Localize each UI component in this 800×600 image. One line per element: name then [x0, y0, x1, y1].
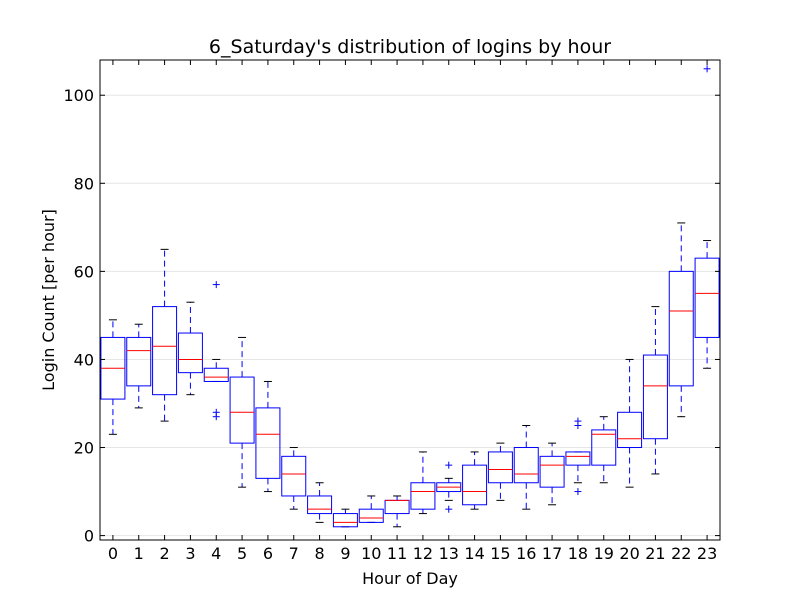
y-tick-label: 20	[74, 439, 94, 458]
outlier-marker	[445, 461, 453, 469]
x-tick-label: 21	[645, 544, 665, 563]
outlier-marker	[574, 422, 582, 430]
chart-title: 6_Saturday's distribution of logins by h…	[209, 36, 611, 58]
iqr-box	[384, 499, 410, 515]
box-12	[410, 451, 436, 515]
box-16	[513, 425, 539, 510]
iqr-box	[358, 508, 384, 523]
box-5	[229, 336, 255, 488]
x-tick-label: 14	[464, 544, 484, 563]
x-tick-label: 0	[108, 544, 118, 563]
outlier-marker	[445, 505, 453, 513]
box-13	[436, 461, 462, 513]
x-tick-label: 7	[289, 544, 299, 563]
x-tick-label: 5	[237, 544, 247, 563]
box-23	[694, 65, 720, 369]
iqr-box	[462, 464, 488, 506]
iqr-box	[591, 429, 617, 466]
x-tick-label: 17	[542, 544, 562, 563]
iqr-box	[617, 411, 643, 449]
iqr-box	[410, 482, 436, 510]
x-tick-label: 12	[413, 544, 433, 563]
box-6	[255, 380, 281, 493]
iqr-box	[513, 447, 539, 484]
iqr-box	[487, 451, 513, 484]
y-tick-label: 60	[74, 262, 94, 281]
y-tick-label: 40	[74, 350, 94, 369]
x-tick-label: 9	[340, 544, 350, 563]
box-2	[152, 248, 178, 422]
y-tick-label: 0	[84, 527, 94, 546]
outlier-marker	[703, 65, 711, 73]
x-tick-label: 18	[568, 544, 588, 563]
outlier-marker	[574, 488, 582, 496]
box-10	[358, 495, 384, 523]
iqr-box	[255, 407, 281, 479]
box-15	[487, 442, 513, 501]
iqr-box	[281, 455, 307, 497]
outlier-marker	[212, 413, 220, 421]
x-tick-label: 13	[439, 544, 459, 563]
x-tick-label: 10	[361, 544, 381, 563]
box-19	[591, 416, 617, 484]
box-9	[332, 508, 358, 528]
plot-frame	[99, 59, 721, 541]
x-tick-label: 22	[671, 544, 691, 563]
box-8	[307, 482, 333, 523]
box-17	[539, 442, 565, 506]
iqr-box	[539, 455, 565, 488]
x-tick-label: 3	[185, 544, 195, 563]
x-tick-label: 1	[134, 544, 144, 563]
iqr-box	[229, 376, 255, 444]
box-18	[565, 417, 591, 496]
box-11	[384, 495, 410, 528]
x-axis-label: Hour of Day	[362, 569, 458, 588]
iqr-box	[177, 332, 203, 374]
y-axis-label: Login Count [per hour]	[39, 209, 58, 391]
box-1	[126, 323, 152, 409]
x-tick-label: 6	[263, 544, 273, 563]
x-tick-label: 4	[211, 544, 221, 563]
box-4	[203, 281, 229, 421]
iqr-box	[307, 495, 333, 515]
iqr-box	[152, 306, 178, 396]
iqr-box	[332, 513, 358, 528]
box-22	[668, 222, 694, 418]
iqr-box	[203, 367, 229, 382]
box-series	[100, 65, 720, 528]
iqr-box	[642, 354, 668, 440]
x-tick-label: 20	[619, 544, 639, 563]
grid-lines	[100, 94, 720, 537]
x-tick-label: 2	[159, 544, 169, 563]
x-tick-label: 23	[697, 544, 717, 563]
box-20	[617, 358, 643, 488]
iqr-box	[668, 270, 694, 387]
y-tick-label: 100	[63, 86, 94, 105]
x-tick-label: 11	[387, 544, 407, 563]
box-21	[642, 306, 668, 475]
x-tick-label: 16	[516, 544, 536, 563]
x-tick-label: 15	[490, 544, 510, 563]
x-tick-label: 19	[594, 544, 614, 563]
iqr-box	[126, 336, 152, 387]
iqr-box	[565, 451, 591, 466]
iqr-box	[694, 257, 720, 338]
box-14	[462, 451, 488, 510]
outlier-marker	[212, 281, 220, 289]
box-3	[177, 301, 203, 396]
x-tick-label: 8	[314, 544, 324, 563]
y-tick-label: 80	[74, 174, 94, 193]
box-0	[100, 319, 126, 435]
box-7	[281, 447, 307, 510]
